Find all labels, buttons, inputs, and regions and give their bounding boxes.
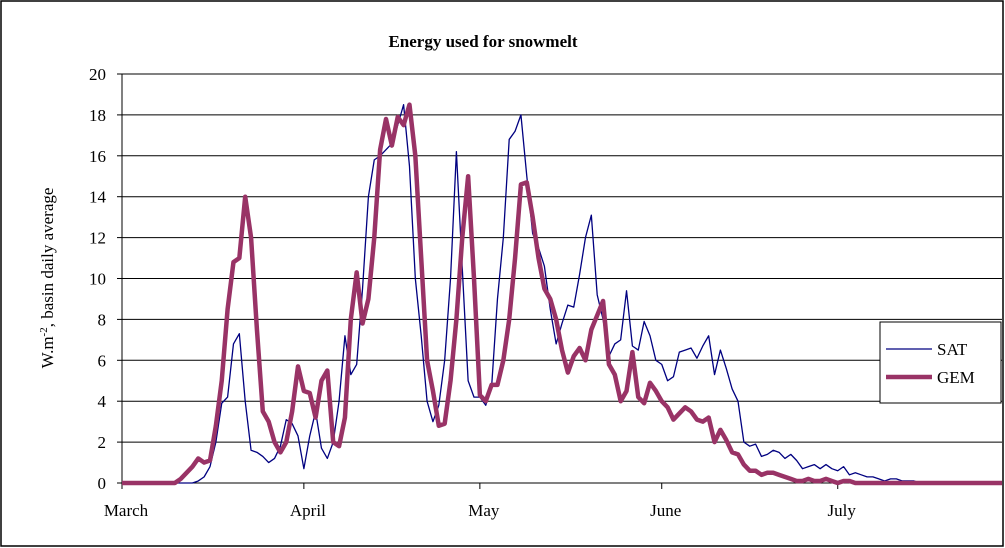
y-axis-label: W.m-2, basin daily average [38, 188, 57, 369]
y-label-text: W.m [38, 336, 57, 368]
legend-label: SAT [937, 340, 968, 359]
y-tick-label: 0 [98, 474, 107, 493]
y-tick-label: 4 [98, 392, 107, 411]
y-tick-label: 14 [89, 188, 107, 207]
y-label-rest: , basin daily average [38, 188, 57, 328]
y-tick-label: 2 [98, 433, 107, 452]
y-label-sup: -2 [38, 327, 50, 336]
x-tick-label: May [468, 501, 500, 520]
y-tick-label: 10 [89, 270, 106, 289]
x-tick-label: June [650, 501, 681, 520]
data-line [122, 102, 1002, 486]
y-tick-label: 16 [89, 147, 106, 166]
y-tick-label: 20 [89, 65, 106, 84]
x-tick-label: March [104, 501, 149, 520]
y-tick-label: 8 [98, 310, 107, 329]
x-tick-label: July [828, 501, 857, 520]
y-tick-label: 18 [89, 106, 106, 125]
legend-label: GEM [937, 368, 975, 387]
chart-title: Energy used for snowmelt [388, 32, 577, 51]
data-line [122, 104, 1002, 484]
y-tick-label: 6 [98, 351, 107, 370]
x-tick-label: April [290, 501, 326, 520]
legend-box [879, 321, 1002, 404]
y-tick-label: 12 [89, 229, 106, 248]
